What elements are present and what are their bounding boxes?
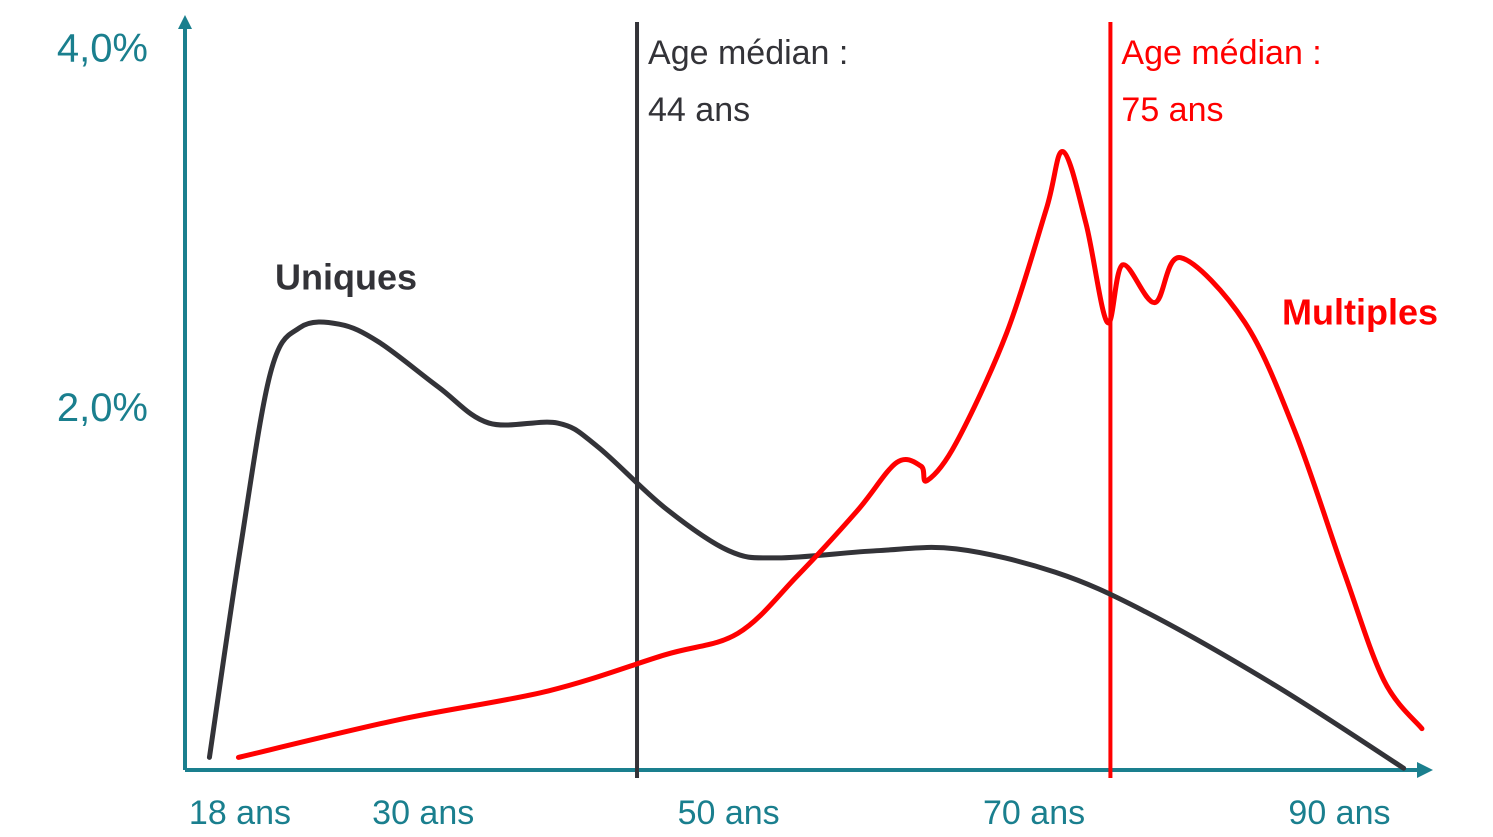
y-tick-label: 2,0% — [57, 386, 148, 430]
series-line — [235, 149, 1425, 760]
median-label: Age médian : — [648, 34, 848, 72]
median-label: 75 ans — [1121, 91, 1223, 129]
median-label: 44 ans — [648, 91, 750, 129]
series-line — [206, 319, 1407, 771]
median-label: Age médian : — [1121, 34, 1321, 72]
series-name: Uniques — [275, 257, 417, 298]
x-axis-arrow — [1417, 762, 1433, 778]
y-tick-label: 4,0% — [57, 27, 148, 71]
x-tick-label: 90 ans — [1288, 794, 1390, 832]
x-tick-label: 18 ans — [189, 794, 291, 832]
x-tick-label: 70 ans — [983, 794, 1085, 832]
series-name: Multiples — [1282, 292, 1438, 333]
x-tick-label: 30 ans — [372, 794, 474, 832]
y-axis-arrow — [178, 15, 192, 29]
x-tick-label: 50 ans — [678, 794, 780, 832]
